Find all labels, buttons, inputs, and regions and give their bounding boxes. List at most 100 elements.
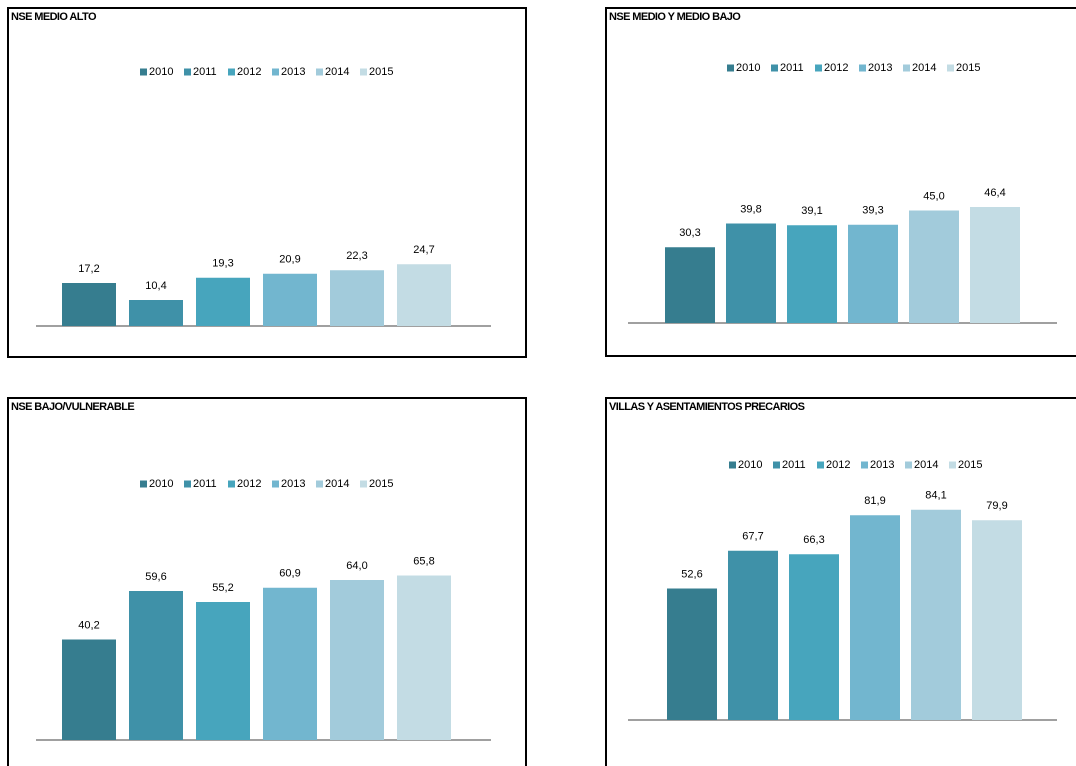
bar bbox=[726, 223, 776, 323]
legend-swatch bbox=[360, 68, 367, 76]
value-label: 17,2 bbox=[78, 263, 99, 275]
legend-label: 2012 bbox=[824, 62, 848, 74]
value-label: 81,9 bbox=[864, 495, 885, 507]
bar bbox=[667, 588, 717, 720]
value-label: 79,9 bbox=[986, 500, 1007, 512]
legend-swatch bbox=[773, 461, 780, 469]
panel-border bbox=[7, 397, 527, 766]
legend-swatch bbox=[140, 480, 147, 488]
value-label: 30,3 bbox=[679, 227, 700, 239]
legend-swatch bbox=[861, 461, 868, 469]
legend-swatch bbox=[184, 480, 191, 488]
bar bbox=[397, 575, 451, 740]
legend-label: 2014 bbox=[325, 66, 349, 78]
bar bbox=[850, 515, 900, 720]
legend-swatch bbox=[905, 461, 912, 469]
legend-swatch bbox=[727, 64, 734, 72]
bar bbox=[263, 273, 317, 326]
legend-swatch bbox=[140, 68, 147, 76]
value-label: 64,0 bbox=[346, 560, 367, 572]
legend-swatch bbox=[316, 480, 323, 488]
legend-label: 2013 bbox=[870, 459, 894, 471]
bar bbox=[196, 277, 250, 326]
panel-border bbox=[7, 7, 527, 358]
bar bbox=[728, 550, 778, 720]
bar bbox=[972, 520, 1022, 720]
legend-label: 2011 bbox=[782, 459, 806, 471]
bar bbox=[789, 554, 839, 720]
chart-title: VILLAS Y ASENTAMIENTOS PRECARIOS bbox=[609, 401, 805, 413]
bar bbox=[970, 207, 1020, 323]
legend-swatch bbox=[272, 480, 279, 488]
panel-border bbox=[605, 397, 1076, 766]
value-label: 24,7 bbox=[413, 244, 434, 256]
legend-swatch bbox=[817, 461, 824, 469]
value-label: 39,1 bbox=[801, 205, 822, 217]
value-label: 52,6 bbox=[681, 568, 702, 580]
legend-swatch bbox=[949, 461, 956, 469]
legend-swatch bbox=[360, 480, 367, 488]
legend-swatch bbox=[272, 68, 279, 76]
panel-border bbox=[605, 7, 1076, 357]
bar bbox=[196, 602, 250, 740]
legend-swatch bbox=[771, 64, 778, 72]
bar bbox=[665, 247, 715, 323]
legend-label: 2012 bbox=[237, 66, 261, 78]
value-label: 10,4 bbox=[145, 280, 166, 292]
value-label: 45,0 bbox=[923, 190, 944, 202]
bar bbox=[848, 224, 898, 323]
legend-swatch bbox=[729, 461, 736, 469]
legend-label: 2015 bbox=[958, 459, 982, 471]
value-label: 19,3 bbox=[212, 258, 233, 270]
bar bbox=[263, 587, 317, 740]
value-label: 59,6 bbox=[145, 571, 166, 583]
chart-title: NSE MEDIO Y MEDIO BAJO bbox=[609, 11, 741, 23]
legend-label: 2014 bbox=[325, 478, 349, 490]
legend-swatch bbox=[903, 64, 910, 72]
bar bbox=[129, 300, 183, 326]
legend-swatch bbox=[316, 68, 323, 76]
value-label: 60,9 bbox=[279, 568, 300, 580]
bar bbox=[129, 591, 183, 740]
legend-label: 2011 bbox=[780, 62, 804, 74]
legend-label: 2010 bbox=[738, 459, 762, 471]
legend-label: 2015 bbox=[956, 62, 980, 74]
bar bbox=[909, 210, 959, 323]
legend-label: 2011 bbox=[193, 478, 217, 490]
legend-swatch bbox=[184, 68, 191, 76]
bar bbox=[330, 580, 384, 740]
bar bbox=[787, 225, 837, 323]
value-label: 67,7 bbox=[742, 531, 763, 543]
legend-label: 2013 bbox=[281, 478, 305, 490]
chart-title: NSE BAJO/VULNERABLE bbox=[11, 401, 134, 413]
legend-swatch bbox=[859, 64, 866, 72]
legend-swatch bbox=[228, 480, 235, 488]
value-label: 55,2 bbox=[212, 582, 233, 594]
value-label: 20,9 bbox=[279, 254, 300, 266]
legend-label: 2012 bbox=[237, 478, 261, 490]
legend-label: 2015 bbox=[369, 478, 393, 490]
legend-label: 2013 bbox=[868, 62, 892, 74]
legend-label: 2013 bbox=[281, 66, 305, 78]
legend-swatch bbox=[947, 64, 954, 72]
value-label: 22,3 bbox=[346, 250, 367, 262]
legend-label: 2015 bbox=[369, 66, 393, 78]
value-label: 40,2 bbox=[78, 619, 99, 631]
bar bbox=[330, 270, 384, 326]
value-label: 46,4 bbox=[984, 187, 1005, 199]
bar bbox=[397, 264, 451, 326]
bar bbox=[62, 639, 116, 740]
legend-label: 2014 bbox=[914, 459, 938, 471]
value-label: 84,1 bbox=[925, 490, 946, 502]
legend-swatch bbox=[815, 64, 822, 72]
legend-label: 2010 bbox=[736, 62, 760, 74]
legend-label: 2011 bbox=[193, 66, 217, 78]
value-label: 66,3 bbox=[803, 534, 824, 546]
chart-title: NSE MEDIO ALTO bbox=[11, 11, 97, 23]
value-label: 65,8 bbox=[413, 555, 434, 567]
bar bbox=[911, 509, 961, 720]
value-label: 39,3 bbox=[862, 205, 883, 217]
legend-label: 2010 bbox=[149, 478, 173, 490]
